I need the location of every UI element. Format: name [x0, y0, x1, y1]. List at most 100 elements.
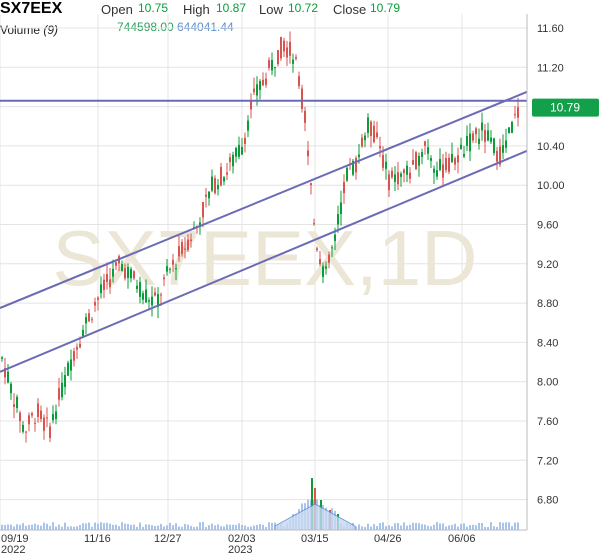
volume-bar [64, 522, 66, 530]
volume-value: 744598.00 [117, 20, 174, 34]
volume-bar [94, 522, 96, 530]
candle-body [487, 130, 489, 141]
volume-bar [442, 523, 444, 530]
candle-body [361, 137, 363, 147]
candle-body [22, 424, 24, 432]
volume-bar [220, 526, 222, 530]
high-value: 10.87 [216, 1, 247, 15]
x-tick-label: 12/27 [154, 533, 182, 545]
candle-body [367, 117, 369, 133]
volume-bar [424, 524, 426, 530]
candle-body [340, 202, 342, 214]
volume-bar [508, 522, 510, 530]
volume-bar [484, 526, 486, 530]
volume-bar [175, 523, 177, 530]
candle-body [433, 168, 435, 173]
candle-body [271, 60, 273, 71]
volume-bar [211, 523, 213, 530]
candle-body [55, 411, 57, 420]
candle-body [199, 222, 201, 228]
volume-bar [436, 522, 438, 530]
candle-body [481, 122, 483, 131]
y-tick-label: 7.60 [537, 416, 558, 428]
volume-bar [421, 524, 423, 530]
volume-bar [439, 523, 441, 530]
y-tick-label: 6.80 [537, 495, 558, 507]
candle-body [346, 167, 348, 181]
volume-bar [364, 526, 366, 530]
volume-bar [136, 526, 138, 530]
volume-bar [472, 524, 474, 530]
low-label: Low [259, 2, 283, 17]
candle-body [427, 147, 429, 154]
volume-bar [499, 522, 501, 530]
volume-bar [385, 526, 387, 530]
y-tick-label: 9.60 [537, 220, 558, 232]
volume-bar [232, 524, 234, 530]
volume-bar [463, 523, 465, 530]
volume-bar [85, 523, 87, 530]
candle-body [307, 150, 309, 157]
candle-body [19, 412, 21, 422]
candle-body [40, 410, 42, 420]
candle-body [403, 169, 405, 174]
candle-body [31, 413, 33, 416]
candle-body [274, 67, 276, 69]
volume-bar [271, 522, 273, 530]
volume-bar [481, 522, 483, 530]
candle-body [277, 50, 279, 65]
chart-header: SX7EEX Open 10.75 High 10.87 Low 10.72 C… [0, 0, 599, 20]
candle-body [415, 152, 417, 170]
candle-body [289, 41, 291, 56]
candle-body [172, 260, 174, 265]
volume-bar [49, 525, 51, 530]
candle-body [364, 135, 366, 141]
candle-body [145, 289, 147, 303]
volume-bar [466, 526, 468, 530]
candle-body [466, 135, 468, 146]
volume-legend: Volume (9) [0, 23, 58, 37]
candle-body [373, 125, 375, 143]
candle-body [298, 76, 300, 87]
candle-body [205, 194, 207, 197]
candle-body [232, 154, 234, 167]
trend-line [0, 149, 528, 373]
y-tick-label: 11.20 [537, 62, 564, 74]
volume-bar [487, 526, 489, 530]
volume-bar [160, 523, 162, 530]
x-tick-label: 02/03 [228, 533, 256, 545]
volume-bar [16, 524, 18, 530]
candle-body [142, 293, 144, 300]
candle-body [7, 371, 9, 383]
x-tick-label: 06/06 [448, 533, 476, 545]
y-tick-label: 8.00 [537, 377, 558, 389]
candle-body [73, 351, 75, 361]
volume-bar [58, 524, 60, 530]
volume-bar [415, 523, 417, 530]
candle-body [448, 157, 450, 172]
x-tick-year: 2023 [228, 544, 252, 556]
volume-bar [127, 524, 129, 530]
volume-bar [268, 522, 270, 530]
candle-body [376, 132, 378, 138]
volume-bar [391, 526, 393, 530]
candle-body [328, 254, 330, 263]
volume-bar [178, 526, 180, 530]
volume-bar [409, 524, 411, 530]
volume-bar [256, 524, 258, 530]
candle-body [424, 141, 426, 146]
volume-bar [52, 522, 54, 530]
candle-body [445, 158, 447, 171]
volume-bar [373, 524, 375, 530]
volume-bar [517, 522, 519, 530]
candle-body [514, 114, 516, 116]
volume-bar [418, 523, 420, 530]
candle-body [400, 173, 402, 177]
volume-label: Volume [0, 23, 41, 37]
volume-bar [133, 524, 135, 530]
candle-body [91, 319, 93, 321]
volume-bar [70, 526, 72, 530]
volume-bar [139, 522, 141, 530]
volume-bar [187, 524, 189, 530]
